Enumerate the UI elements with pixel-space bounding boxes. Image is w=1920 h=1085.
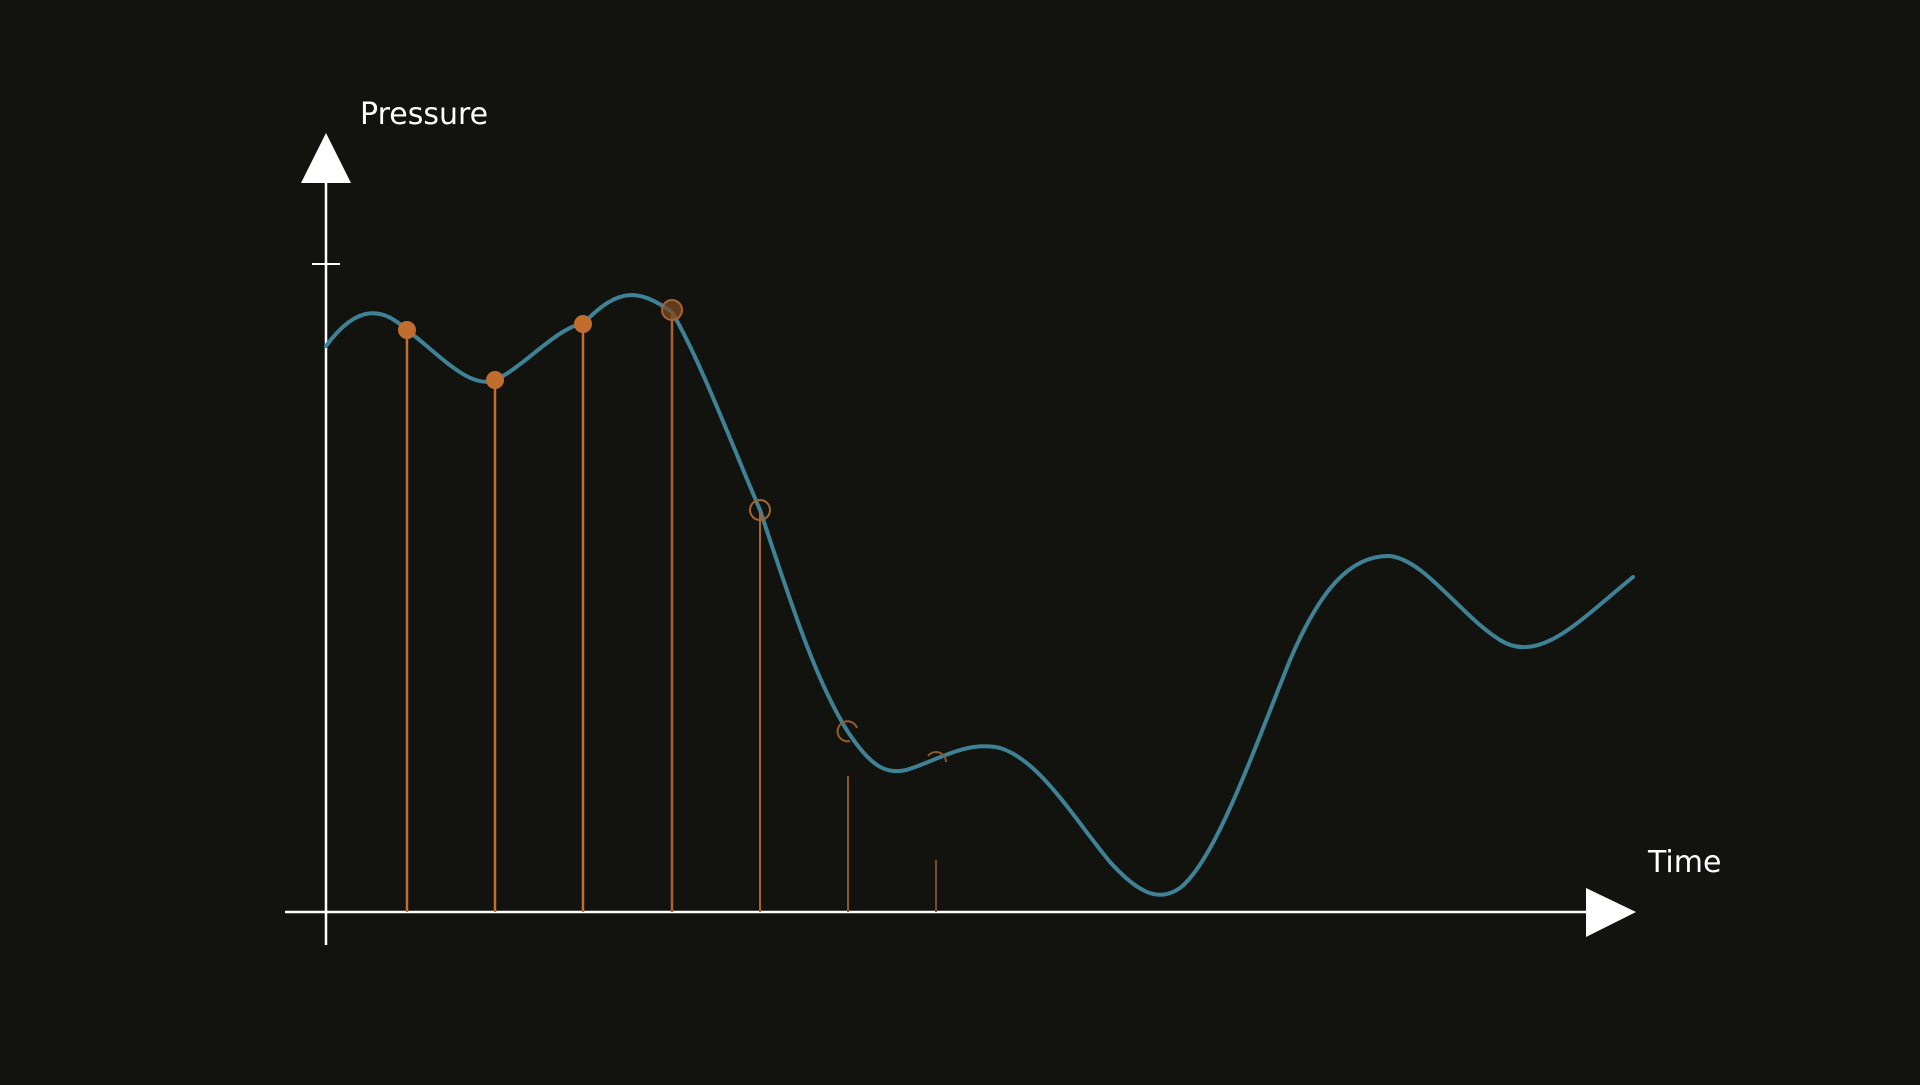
sample-point-7 [927,751,947,763]
sample-point-3 [574,315,592,333]
x-axis-label: Time [1648,845,1722,880]
y-axis-label: Pressure [360,97,489,132]
sample-point-4 [661,299,683,321]
sample-point-1 [398,321,416,339]
pressure-wave-curve [324,293,1635,897]
samples [398,299,947,912]
sample-point-5 [749,499,771,521]
sample-point-2 [486,371,504,389]
y-axis-arrowhead [301,133,351,183]
sample-point-6 [836,720,858,743]
x-axis-arrowhead [1586,888,1636,937]
axes [285,133,1636,945]
